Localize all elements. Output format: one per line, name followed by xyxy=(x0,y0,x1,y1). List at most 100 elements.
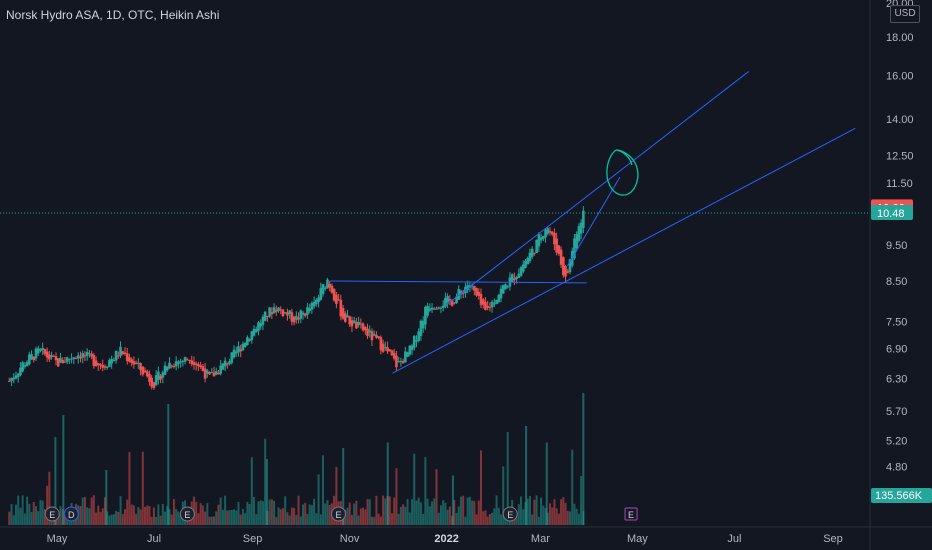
volume-bar xyxy=(417,497,420,525)
trend-line[interactable] xyxy=(330,280,587,284)
volume-bar xyxy=(506,431,509,525)
candle-body xyxy=(174,361,178,367)
volume-bar xyxy=(520,496,523,525)
candle-body xyxy=(10,377,13,381)
volume-bar xyxy=(215,511,218,525)
candle-body xyxy=(421,320,425,329)
candle-body xyxy=(241,343,245,351)
candle-body xyxy=(63,361,67,363)
volume-bar xyxy=(573,503,576,525)
trend-line[interactable] xyxy=(446,71,750,306)
volume-spike xyxy=(451,475,454,525)
candle-body xyxy=(519,267,523,276)
marker-badge xyxy=(502,506,518,522)
volume-bar xyxy=(473,500,476,525)
candle-body xyxy=(219,365,222,374)
volume-bar xyxy=(253,496,256,525)
candle-body xyxy=(388,349,392,352)
volume-bar xyxy=(210,516,213,525)
candle-body xyxy=(117,355,120,357)
marker-label: E xyxy=(628,510,634,520)
candle-body xyxy=(16,373,20,378)
candle-body xyxy=(321,284,325,294)
candle-body xyxy=(181,361,185,363)
volume-bar xyxy=(112,514,115,525)
volume-bar xyxy=(497,507,500,525)
candle-body xyxy=(488,306,492,308)
marker-label: E xyxy=(184,510,190,520)
candle-body xyxy=(501,285,505,294)
volume-bar xyxy=(30,512,33,525)
trend-line[interactable] xyxy=(567,176,621,267)
volume-spike xyxy=(342,448,345,525)
hand-drawn-circle[interactable] xyxy=(606,149,639,196)
candle-body xyxy=(504,284,507,290)
candle-body xyxy=(154,375,158,386)
volume-bar xyxy=(299,516,302,525)
volume-bar xyxy=(475,514,478,525)
volume-bar xyxy=(500,514,503,525)
candle-body xyxy=(439,307,443,309)
volume-bar xyxy=(326,500,329,525)
volume-bar xyxy=(357,515,360,525)
candle-body xyxy=(132,361,136,365)
candle-body xyxy=(415,340,418,342)
trend-line[interactable] xyxy=(392,127,856,374)
volume-bar xyxy=(446,509,449,525)
volume-bar xyxy=(350,515,353,525)
candle-body xyxy=(121,351,125,355)
candle-body xyxy=(183,357,187,362)
candle-body xyxy=(68,358,71,360)
candle-body xyxy=(286,312,289,316)
volume-bar xyxy=(362,507,365,525)
candle-body xyxy=(481,299,485,305)
candle-body xyxy=(243,343,247,348)
trend-drawings[interactable] xyxy=(330,71,856,374)
volume-bar xyxy=(279,509,282,525)
candle-body xyxy=(208,372,211,375)
candle-body xyxy=(110,358,113,364)
volume-bar xyxy=(364,509,367,525)
candle-body xyxy=(101,364,105,368)
event-marker[interactable]: E xyxy=(624,507,638,521)
candle-body xyxy=(335,294,338,304)
candle-body xyxy=(499,288,503,299)
candle-body xyxy=(392,352,396,359)
volume-bar xyxy=(413,453,416,525)
volume-bar xyxy=(250,457,253,525)
volume-bar xyxy=(415,500,418,525)
volume-bar xyxy=(175,509,178,525)
candle-body xyxy=(537,234,541,247)
candle-body xyxy=(343,313,347,322)
candle-body xyxy=(52,356,56,358)
volume-bar xyxy=(135,513,138,525)
candle-body xyxy=(92,355,96,366)
volume-bar xyxy=(297,495,300,525)
volume-bar xyxy=(21,495,24,525)
candle-body xyxy=(139,363,142,371)
candle-body xyxy=(317,297,320,302)
volume-bar xyxy=(382,495,385,525)
volume-bar xyxy=(19,507,22,525)
volume-bar xyxy=(130,504,133,525)
volume-bar xyxy=(368,499,371,525)
volume-bar xyxy=(453,500,456,525)
event-marker[interactable]: D xyxy=(63,506,79,522)
currency-button[interactable]: USD xyxy=(890,5,920,23)
x-tick-label: May xyxy=(627,533,648,545)
candle-body xyxy=(277,307,280,312)
volume-bar xyxy=(101,508,104,525)
candle-body xyxy=(306,307,309,315)
candle-body xyxy=(197,364,200,367)
event-marker[interactable]: E xyxy=(330,506,346,522)
volume-bar xyxy=(123,509,126,525)
event-marker[interactable]: E xyxy=(502,506,518,522)
candle-body xyxy=(399,360,403,362)
candle-body xyxy=(555,238,558,253)
candle-body xyxy=(348,316,352,325)
event-marker[interactable]: E xyxy=(44,506,60,522)
volume-bar xyxy=(379,516,382,525)
event-marker[interactable]: E xyxy=(179,506,195,522)
